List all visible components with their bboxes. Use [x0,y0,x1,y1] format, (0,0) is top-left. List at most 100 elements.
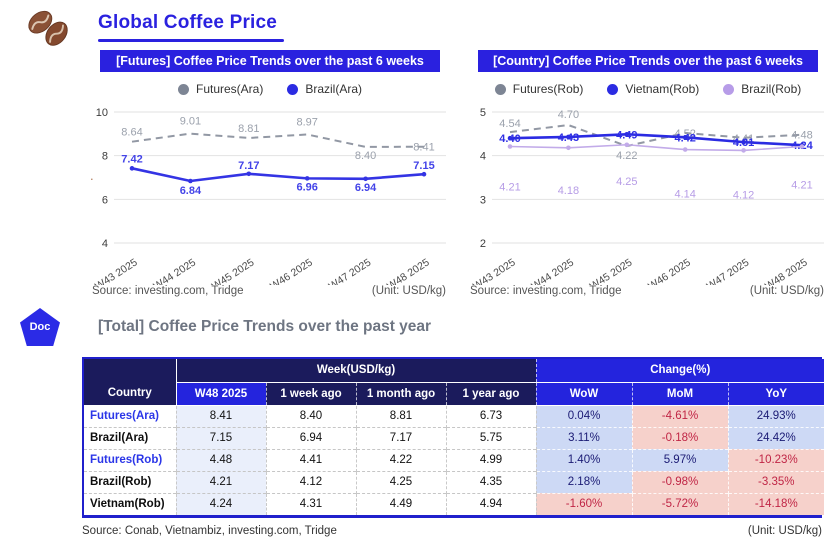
legend-dot-futures-ara [177,83,189,95]
doc-badge-label: Doc [29,321,51,333]
svg-text:W46 2025: W46 2025 [646,256,693,285]
svg-text:8.97: 8.97 [296,116,317,128]
legend-item-brazil-rob[interactable]: Brazil(Rob) [723,82,801,96]
country-cell-futures-ara: Futures(Ara) [84,404,177,427]
series-brazil-ara: 7.42 6.84 7.17 6.96 6.94 7.15 [121,153,434,197]
legend-dot-brazil-rob [723,83,735,95]
week-value-cell: 8.41 [176,404,267,427]
country-cell-futures-rob: Futures(Rob) [84,448,177,471]
series-vietnam-rob: 4.404.434.494.424.314.24 [499,129,813,152]
country-chart-footer: Source: investing.com, Tridge (Unit: USD… [470,285,824,297]
svg-text:W48 2025: W48 2025 [763,256,810,285]
week-value-cell: 6.94 [266,426,357,449]
week-value-cell: 4.94 [446,492,537,515]
legend-label-brazil-rob: Brazil(Rob) [741,82,802,96]
week-value-cell: 4.49 [356,492,447,515]
svg-text:4: 4 [480,151,486,163]
svg-text:4.70: 4.70 [558,109,579,121]
svg-text:7.42: 7.42 [121,153,142,165]
week-value-cell: 4.25 [356,470,447,493]
y-axis: 5 4 3 2 [480,107,824,250]
legend-item-vietnam-rob[interactable]: Vietnam(Rob) [607,82,699,96]
table-row-futures-rob: Futures(Rob) 4.48 4.41 4.22 4.99 1.40% 5.97% -1… [84,448,825,471]
week-value-cell: 8.81 [356,404,447,427]
svg-text:4.54: 4.54 [499,118,520,130]
svg-text:4: 4 [102,238,108,250]
change-value-cell: -3.35% [728,470,825,493]
week-value-cell: 7.17 [356,426,447,449]
svg-text:4.25: 4.25 [616,176,637,188]
svg-text:7.17: 7.17 [238,160,259,172]
svg-text:4.18: 4.18 [558,185,579,197]
svg-text:9.01: 9.01 [180,116,201,128]
legend-label-brazil-ara: Brazil(Ara) [305,82,363,96]
country-cell-brazil-rob: Brazil(Rob) [84,470,177,493]
country-chart-legend: Futures(Rob) Vietnam(Rob) Brazil(Rob) [464,80,832,98]
legend-item-futures-ara[interactable]: Futures(Ara) [177,82,263,96]
legend-item-futures-rob[interactable]: Futures(Rob) [494,82,583,96]
series-brazil-rob: 4.21 4.18 4.25 4.14 4.12 4.21 [499,142,813,201]
svg-text:W48 2025: W48 2025 [385,256,432,285]
svg-text:8.41: 8.41 [413,142,434,154]
charts-row: [Futures] Coffee Price Trends over the p… [86,50,832,297]
svg-text:8.81: 8.81 [238,123,259,135]
svg-text:8.64: 8.64 [121,127,142,139]
change-value-cell: 5.97% [632,448,729,471]
svg-text:W47 2025: W47 2025 [327,256,374,285]
country-cell-brazil-ara: Brazil(Ara) [84,426,177,449]
svg-text:4.21: 4.21 [499,181,520,193]
legend-item-brazil-ara[interactable]: Brazil(Ara) [287,82,362,96]
futures-chart-unit: (Unit: USD/kg) [371,285,446,297]
column-header-w48-2025: W48 2025 [176,382,267,406]
y-axis: 10 8 6 4 [96,107,446,250]
column-header-1-year-ago: 1 year ago [446,382,537,406]
column-header-mom: MoM [632,382,729,406]
week-value-cell: 4.41 [266,448,357,471]
svg-text:6.84: 6.84 [180,185,202,197]
total-section-heading: [Total] Coffee Price Trends over the pas… [98,318,432,335]
change-value-cell: 24.42% [728,426,825,449]
svg-text:4.52: 4.52 [674,128,695,140]
x-axis: W43 2025 W44 2025 W45 2025 W46 2025 W47 2025… [93,256,432,285]
country-line-chart: 5 4 3 2 W43 2025 W44 2025 W45 2025 W46 2025 W47 … [471,107,824,285]
table-unit: (Unit: USD/kg) [747,525,822,537]
doc-badge-icon: Doc [20,308,60,346]
change-value-cell: -0.18% [632,426,729,449]
change-value-cell: -5.72% [632,492,729,515]
svg-text:6.94: 6.94 [355,182,377,194]
svg-text:4.31: 4.31 [733,137,754,149]
table-row-vietnam-rob: Vietnam(Rob) 4.24 4.31 4.49 4.94 -1.60% -5.72%… [84,492,825,515]
svg-text:5: 5 [480,107,486,119]
price-table: Country Week(USD/kg) Change(%) W48 2025 1 we… [84,359,825,515]
svg-text:W44 2025: W44 2025 [529,256,576,285]
svg-text:W44 2025: W44 2025 [151,256,198,285]
week-value-cell: 5.75 [446,426,537,449]
svg-text:W45 2025: W45 2025 [588,256,635,285]
title-underline [98,39,284,42]
svg-text:4.40: 4.40 [499,133,520,145]
svg-text:6: 6 [102,194,108,206]
table-footer: Source: Conab, Vietnambiz, investing.com… [82,525,822,537]
country-column-header: Country [84,359,177,406]
series-futures-ara: 8.64 9.01 8.81 8.97 8.40 8.41 [121,116,434,162]
legend-dot-futures-rob [494,83,506,95]
week-value-cell: 4.24 [176,492,267,515]
week-value-cell: 6.73 [446,404,537,427]
svg-text:6.96: 6.96 [296,181,317,193]
table-row-futures-ara: Futures(Ara) 8.41 8.40 8.81 6.73 0.04% -4.61% 2… [84,404,825,427]
coffee-beans-icon [28,10,68,46]
column-header-yoy: YoY [728,382,825,406]
week-value-cell: 7.15 [176,426,267,449]
change-value-cell: 0.04% [536,404,633,427]
week-value-cell: 4.21 [176,470,267,493]
country-chart-source: Source: investing.com, Tridge [470,285,622,297]
change-value-cell: 2.18% [536,470,633,493]
change-value-cell: -10.23% [728,448,825,471]
legend-dot-vietnam-rob [607,83,619,95]
svg-text:4.12: 4.12 [733,189,754,201]
svg-text:W45 2025: W45 2025 [210,256,257,285]
change-value-cell: 1.40% [536,448,633,471]
country-chart-panel: [Country] Coffee Price Trends over the p… [464,50,832,297]
futures-chart-legend: Futures(Ara) Brazil(Ara) [86,80,454,98]
